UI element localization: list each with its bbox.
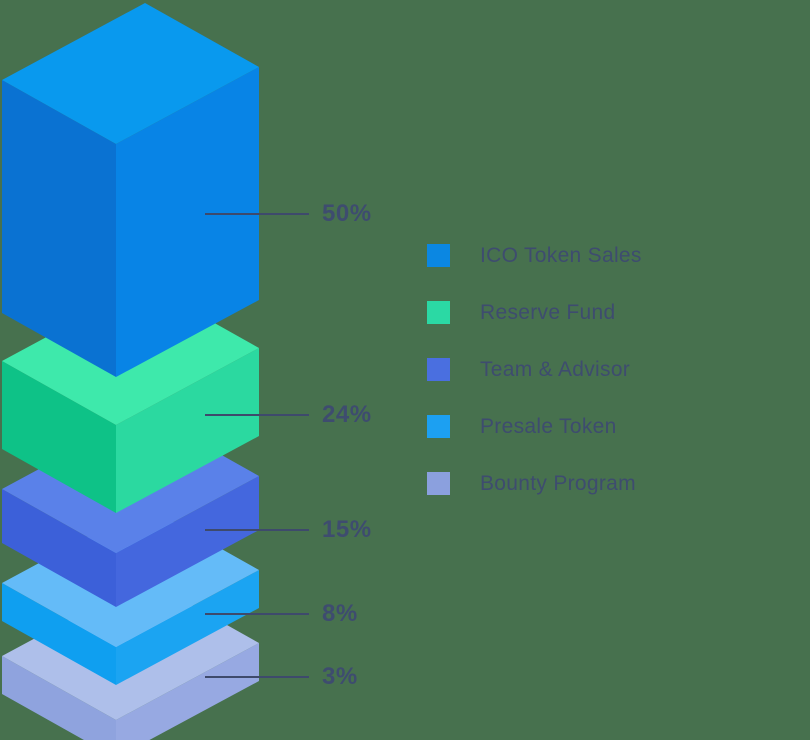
legend-label: Presale Token xyxy=(480,414,617,438)
block-ico-token-sales xyxy=(2,3,259,377)
legend: ICO Token Sales Reserve Fund Team & Adviso… xyxy=(427,244,642,529)
block-team-advisor-right-face xyxy=(116,476,259,607)
percent-label-ico-token-sales: 50% xyxy=(322,200,372,227)
block-presale-token-right-face xyxy=(116,570,259,685)
block-ico-token-sales-top-face xyxy=(2,3,259,144)
block-reserve-fund-left-face xyxy=(2,361,116,513)
legend-item: Bounty Program xyxy=(427,472,642,495)
legend-label: ICO Token Sales xyxy=(480,243,642,267)
block-presale-token-left-face xyxy=(2,583,116,685)
percent-label-reserve-fund: 24% xyxy=(322,401,372,428)
legend-item: Reserve Fund xyxy=(427,301,642,324)
legend-swatch xyxy=(427,244,450,267)
legend-swatch xyxy=(427,301,450,324)
block-reserve-fund-right-face xyxy=(116,348,259,513)
block-bounty-program-left-face xyxy=(2,656,116,740)
block-team-advisor-left-face xyxy=(2,489,116,607)
legend-item: Presale Token xyxy=(427,415,642,438)
block-bounty-program-right-face xyxy=(116,643,259,740)
legend-label: Team & Advisor xyxy=(480,357,631,381)
legend-swatch xyxy=(427,415,450,438)
legend-item: Team & Advisor xyxy=(427,358,642,381)
legend-label: Reserve Fund xyxy=(480,300,616,324)
legend-label: Bounty Program xyxy=(480,471,636,495)
percent-label-bounty-program: 3% xyxy=(322,663,358,690)
percent-label-team-advisor: 15% xyxy=(322,516,372,543)
block-ico-token-sales-right-face xyxy=(116,67,259,377)
legend-swatch xyxy=(427,358,450,381)
legend-swatch xyxy=(427,472,450,495)
block-ico-token-sales-left-face xyxy=(2,80,116,377)
percent-label-presale-token: 8% xyxy=(322,600,358,627)
legend-item: ICO Token Sales xyxy=(427,244,642,267)
